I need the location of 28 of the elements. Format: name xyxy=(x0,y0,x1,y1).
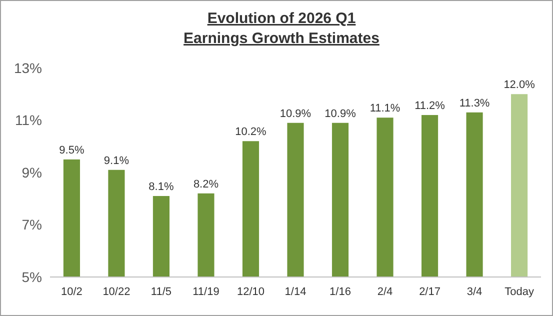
data-label: 10.2% xyxy=(235,126,267,138)
x-tick-label: 11/5 xyxy=(150,286,172,298)
data-label: 8.2% xyxy=(193,178,219,190)
x-tick-label: 3/4 xyxy=(466,286,482,298)
data-label: 10.9% xyxy=(324,108,356,120)
data-label: 11.1% xyxy=(370,102,400,115)
x-tick-label: 10/22 xyxy=(102,286,130,298)
x-tick-label: 11/19 xyxy=(192,286,220,298)
x-tick-label: 2/4 xyxy=(377,286,393,298)
y-tick-label: 11% xyxy=(15,112,42,128)
x-tick-label: 12/10 xyxy=(236,286,265,298)
chart-title: Evolution of 2026 Q1 Earnings Growth Estimates xyxy=(184,10,380,47)
data-label: 10.9% xyxy=(280,108,312,120)
x-tick-label: 1/16 xyxy=(330,286,351,298)
y-tick-label: 5% xyxy=(22,268,42,285)
data-label: 9.1% xyxy=(104,154,130,167)
x-tick-label: Today xyxy=(504,286,534,298)
data-label: 11.2% xyxy=(414,100,446,112)
x-tick-label: 10/2 xyxy=(60,286,82,298)
y-tick-label: 13% xyxy=(14,60,42,76)
data-label: 12.0% xyxy=(504,79,536,92)
data-label: 11.3% xyxy=(459,97,490,110)
x-tick-label: 1/14 xyxy=(284,286,306,298)
x-tick-label: 2/17 xyxy=(419,286,440,298)
data-label: 8.1% xyxy=(148,181,174,194)
data-label: 9.5% xyxy=(59,144,84,156)
y-tick-label: 9% xyxy=(22,164,42,180)
y-tick-label: 7% xyxy=(22,216,42,233)
